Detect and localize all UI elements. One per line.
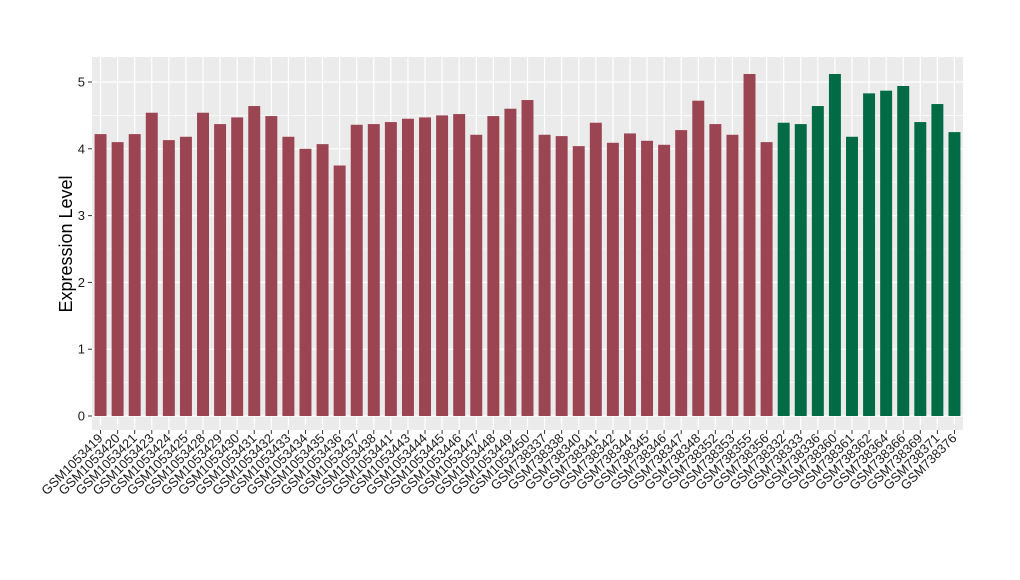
- bar-GSM1053431: [248, 106, 261, 416]
- bar-GSM738371: [931, 104, 944, 416]
- bar-GSM738337: [538, 134, 551, 416]
- bar-GSM1053428: [197, 112, 209, 416]
- bar-GSM1053450: [521, 100, 534, 416]
- bar-GSM1053444: [419, 117, 432, 417]
- bar-GSM1053433: [282, 136, 295, 416]
- bar-GSM738364: [880, 90, 893, 417]
- bar-GSM738346: [658, 144, 671, 417]
- bar-GSM1053435: [316, 144, 329, 416]
- bar-GSM738344: [623, 133, 636, 416]
- bar-GSM738369: [914, 122, 927, 416]
- bar-GSM738347: [675, 130, 688, 416]
- bar-GSM1053447: [470, 134, 483, 416]
- bar-GSM1053420: [111, 142, 124, 416]
- bar-GSM738332: [777, 122, 790, 417]
- bar-GSM738366: [897, 86, 910, 417]
- y-axis: 0 1 2 3 4 5: [78, 75, 92, 424]
- bars-layer: [94, 73, 961, 417]
- bar-GSM1053448: [487, 116, 500, 417]
- bar-GSM738341: [589, 122, 602, 417]
- bar-GSM1053436: [333, 165, 346, 416]
- y-tick-label: 5: [78, 75, 85, 90]
- bar-GSM738348: [692, 100, 705, 416]
- bar-GSM738345: [641, 140, 654, 416]
- bar-GSM1053445: [436, 115, 449, 417]
- y-tick-label: 4: [78, 141, 85, 156]
- bar-GSM1053437: [350, 124, 363, 416]
- bar-GSM738338: [555, 136, 568, 416]
- bar-GSM738336: [811, 106, 824, 416]
- bar-GSM1053421: [128, 134, 141, 416]
- bar-GSM1053443: [401, 118, 414, 417]
- bar-GSM738333: [794, 124, 807, 417]
- bar-GSM1053432: [265, 116, 278, 417]
- bar-GSM1053449: [504, 108, 517, 416]
- y-tick-label: 3: [78, 208, 85, 223]
- bar-GSM1053423: [145, 112, 158, 416]
- bar-GSM738356: [760, 142, 773, 416]
- bar-GSM738353: [726, 134, 739, 416]
- bar-GSM1053429: [214, 124, 227, 417]
- bar-GSM1053425: [179, 136, 192, 416]
- y-axis-title: Expression Level: [56, 175, 76, 312]
- bar-GSM1053430: [231, 117, 244, 417]
- bar-GSM1053424: [162, 140, 175, 416]
- bar-GSM738340: [572, 146, 585, 417]
- bar-GSM738361: [846, 136, 858, 416]
- bar-GSM738342: [606, 142, 619, 416]
- bar-GSM1053438: [367, 124, 380, 417]
- bar-GSM1053441: [384, 122, 397, 416]
- bar-GSM738352: [709, 124, 722, 417]
- bar-GSM738355: [743, 73, 756, 416]
- bar-GSM738360: [828, 73, 841, 416]
- x-axis: GSM1053419GSM1053420GSM1053421GSM1053423…: [38, 430, 960, 498]
- bar-GSM738362: [863, 93, 876, 416]
- bar-GSM1053446: [453, 114, 466, 417]
- bar-GSM738376: [948, 132, 961, 416]
- y-tick-label: 2: [78, 275, 85, 290]
- y-tick-label: 0: [78, 409, 85, 424]
- bar-GSM1053419: [94, 134, 107, 416]
- y-tick-label: 1: [78, 342, 85, 357]
- bar-GSM1053434: [299, 148, 312, 417]
